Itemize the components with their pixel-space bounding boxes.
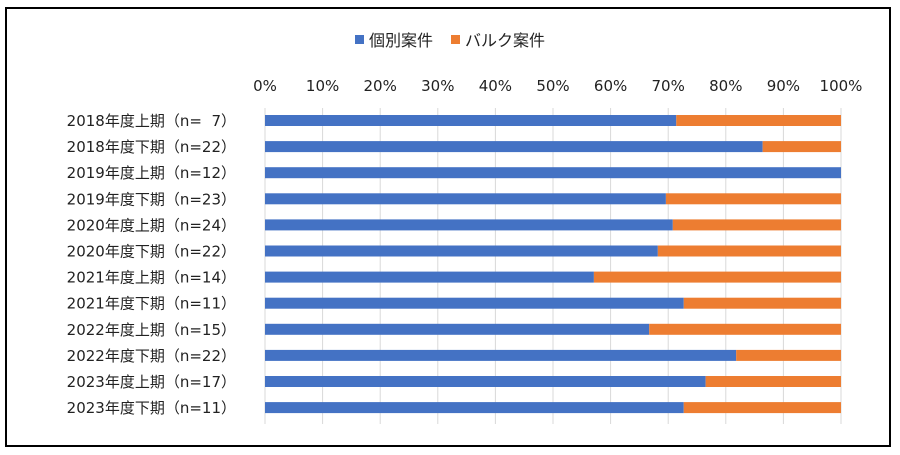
legend-item-series-2: バルク案件	[451, 27, 545, 51]
category-label: 2020年度下期（n=22）	[67, 243, 236, 261]
bar-segment-series-2	[657, 245, 841, 257]
x-tick-label: 0%	[253, 77, 277, 95]
bar-segment-series-1	[265, 376, 706, 387]
bar-segment-series-2	[683, 402, 841, 414]
category-label: 2021年度上期（n=14）	[67, 269, 236, 287]
x-tick-label: 80%	[709, 77, 742, 95]
bar-segment-series-1	[265, 115, 677, 126]
category-label: 2019年度下期（n=23）	[67, 190, 236, 208]
bar-segment-series-1	[265, 245, 658, 257]
bar-segment-series-1	[265, 349, 737, 361]
bar-segment-series-2	[649, 323, 841, 335]
bar-segment-series-1	[265, 219, 673, 231]
category-label: 2018年度下期（n=22）	[67, 138, 236, 156]
legend-label-series-2: バルク案件	[465, 31, 546, 50]
legend-label-series-1: 個別案件	[368, 31, 433, 50]
bar-segment-series-1	[265, 193, 666, 205]
bar-segment-series-2	[705, 376, 841, 387]
chart-legend: 個別案件 バルク案件	[0, 27, 900, 51]
category-label: 2023年度下期（n=11）	[67, 399, 236, 417]
legend-swatch-series-1	[354, 34, 364, 44]
bar-segment-series-1	[265, 141, 763, 153]
bar-segment-series-2	[672, 219, 841, 231]
x-tick-label: 20%	[364, 77, 397, 95]
bar-segment-series-2	[665, 193, 841, 205]
bar-segment-series-1	[265, 271, 594, 283]
x-tick-label: 70%	[652, 77, 685, 95]
bar-segment-series-1	[265, 167, 841, 179]
bar-segment-series-2	[676, 115, 841, 126]
bar-segment-series-1	[265, 323, 650, 335]
category-label: 2022年度上期（n=15）	[67, 321, 236, 339]
bar-segment-series-2	[736, 349, 841, 361]
bar-segment-series-1	[265, 297, 684, 309]
category-label: 2018年度上期（n= 7）	[67, 112, 236, 130]
x-tick-label: 60%	[594, 77, 627, 95]
category-label: 2021年度下期（n=11）	[67, 295, 236, 313]
bar-segment-series-2	[593, 271, 841, 283]
x-tick-label: 30%	[421, 77, 454, 95]
category-label: 2023年度上期（n=17）	[67, 373, 236, 391]
x-tick-label: 100%	[820, 77, 863, 95]
legend-swatch-series-2	[451, 34, 460, 44]
bar-segment-series-1	[265, 402, 684, 414]
x-tick-label: 10%	[306, 77, 339, 95]
x-tick-label: 40%	[479, 77, 512, 95]
x-tick-label: 90%	[767, 77, 800, 95]
category-label: 2019年度上期（n=12）	[67, 164, 236, 182]
x-tick-label: 50%	[536, 77, 569, 95]
legend-item-series-1: 個別案件	[354, 27, 433, 51]
category-label: 2022年度下期（n=22）	[67, 347, 236, 365]
category-label: 2020年度上期（n=24）	[67, 216, 236, 234]
bar-segment-series-2	[683, 297, 841, 309]
bar-segment-series-2	[762, 141, 841, 153]
